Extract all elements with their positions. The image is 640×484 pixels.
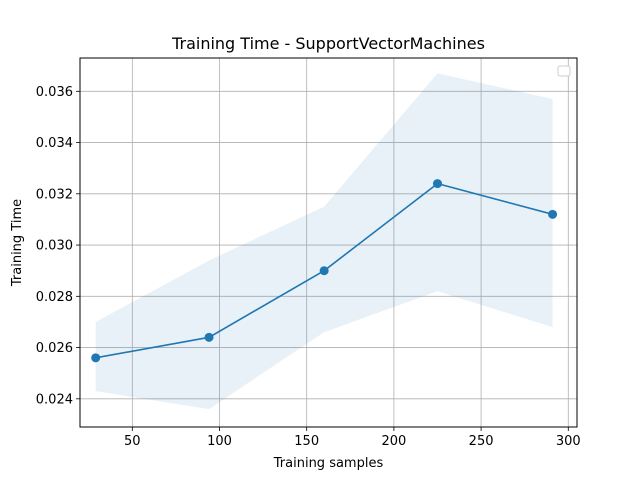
axis-ticks: 50 100 150 200 250 300 0.024 0.026 0.028 0.030 0.0…	[36, 85, 581, 449]
data-point	[432, 179, 442, 189]
y-tick-label: 0.026	[36, 341, 73, 356]
y-tick-label: 0.032	[36, 187, 73, 202]
y-axis-label: Training Time	[10, 199, 25, 287]
chart-title: Training Time - SupportVectorMachines	[171, 34, 485, 53]
x-tick-label: 100	[207, 434, 232, 449]
legend-box	[557, 65, 571, 77]
data-point	[548, 209, 558, 219]
x-tick-label: 150	[294, 434, 319, 449]
confidence-band	[95, 73, 553, 410]
plot-area-frame	[79, 57, 578, 428]
y-tick-label: 0.030	[36, 239, 73, 254]
data-point	[319, 266, 329, 276]
y-tick-label: 0.034	[36, 136, 73, 151]
y-tick-label: 0.036	[36, 85, 73, 100]
x-tick-label: 200	[381, 434, 406, 449]
data-point	[204, 332, 214, 342]
x-tick-label: 300	[556, 434, 581, 449]
x-axis-label: Training samples	[273, 456, 384, 471]
y-tick-label: 0.028	[36, 290, 73, 305]
data-point	[91, 353, 101, 363]
x-tick-label: 50	[124, 434, 141, 449]
confidence-band-layer	[95, 73, 553, 410]
x-tick-label: 250	[469, 434, 494, 449]
grid-lines	[80, 58, 577, 427]
y-tick-label: 0.024	[36, 392, 73, 407]
data-points	[91, 179, 558, 363]
